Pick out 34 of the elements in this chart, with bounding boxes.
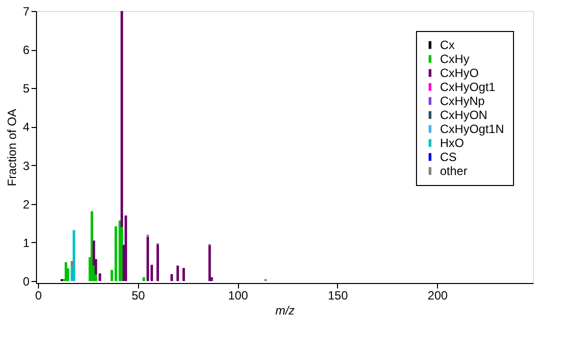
x-tick-label: 200 (428, 288, 448, 302)
y-tick-label: 5 (22, 82, 30, 96)
bar (176, 266, 179, 282)
bar (170, 274, 173, 282)
y-tick-label: 4 (22, 120, 30, 134)
bar (208, 245, 211, 282)
bar (72, 230, 76, 282)
bar (70, 261, 74, 267)
bar (146, 236, 150, 282)
bar (142, 277, 146, 282)
legend-label: CxHyON (440, 108, 488, 122)
legend-label: HxO (440, 136, 464, 150)
x-tick-label: 50 (132, 288, 146, 302)
y-axis-title: Fraction of OA (4, 108, 19, 186)
y-tick-label: 0 (22, 274, 30, 289)
x-axis-title: m/z (275, 304, 295, 318)
legend-label: CS (440, 150, 457, 164)
legend-label: CxHyNp (440, 94, 485, 108)
y-tick-label: 1 (22, 236, 30, 250)
x-tick-label: 100 (228, 288, 248, 302)
y-tick-label: 7 (22, 4, 30, 18)
x-tick-label: 150 (328, 288, 348, 302)
legend-label: CxHyOgt1N (440, 122, 504, 136)
legend-label: other (440, 164, 468, 178)
x-tick-label: 0 (35, 288, 42, 302)
legend-label: CxHyOgt1 (440, 80, 496, 94)
bar (182, 268, 185, 282)
bar (156, 244, 160, 282)
legend-label: CxHyO (440, 66, 479, 80)
legend-label: CxHy (440, 52, 470, 66)
y-tick-label: 6 (22, 43, 30, 58)
legend-label: Cx (440, 38, 455, 52)
y-tick-label: 2 (22, 197, 30, 212)
y-tick-label: 3 (22, 158, 30, 173)
